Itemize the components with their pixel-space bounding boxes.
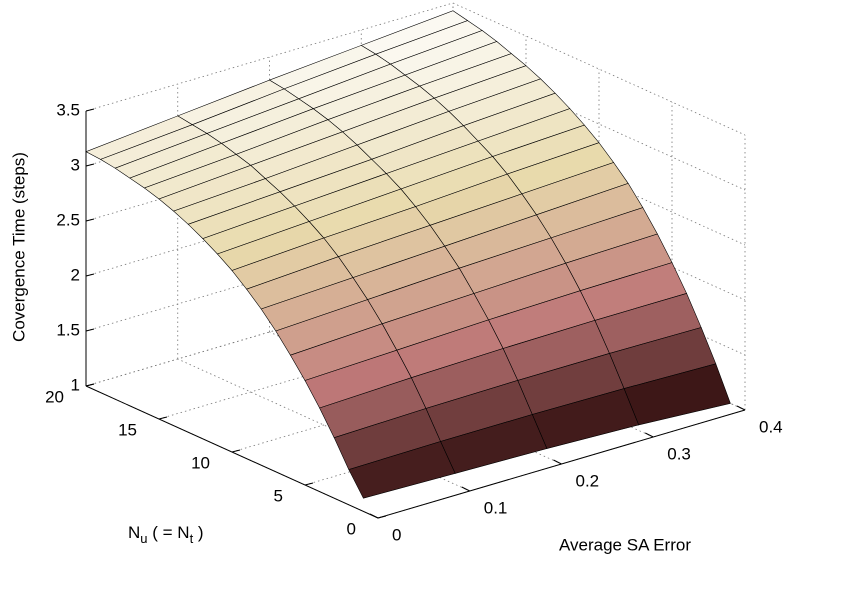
z-tick-label: 3 <box>71 155 80 174</box>
y-tick-label: 20 <box>45 387 64 406</box>
y-tick-label: 5 <box>274 486 283 505</box>
y-tick-label: 15 <box>118 420 137 439</box>
y-tick <box>304 482 314 486</box>
grid-line <box>85 167 454 277</box>
z-tick-label: 1.5 <box>56 320 80 339</box>
z-axis-label: Covergence Time (steps) <box>9 152 28 342</box>
z-tick <box>85 108 95 112</box>
x-tick <box>645 432 654 438</box>
y-tick-label: 0 <box>347 519 356 538</box>
z-tick-label: 3.5 <box>56 100 80 119</box>
x-tick-label: 0.3 <box>667 444 691 463</box>
x-tick <box>553 459 562 465</box>
x-tick <box>736 405 746 411</box>
grid-line <box>85 222 454 332</box>
x-tick <box>369 513 379 519</box>
grid-line <box>85 2 454 112</box>
y-tick <box>231 449 241 453</box>
z-tick <box>85 163 95 167</box>
grid-line <box>231 343 600 453</box>
x-tick-label: 0.2 <box>576 471 600 490</box>
z-tick-label: 1 <box>71 375 80 394</box>
y-axis-label-part: ) <box>193 523 203 542</box>
y-axis-label: Nu ( = Nt ) <box>128 523 204 546</box>
grid-line <box>85 277 454 387</box>
x-axis-label: Average SA Error <box>559 535 691 554</box>
surface-patch <box>348 441 456 499</box>
z-tick <box>85 273 95 277</box>
y-tick-label: 10 <box>191 453 210 472</box>
y-axis-label-part: u <box>140 531 147 546</box>
x-tick-label: 0.4 <box>759 417 783 436</box>
z-tick-label: 2.5 <box>56 210 80 229</box>
z-tick <box>85 218 95 222</box>
y-tick <box>158 416 168 420</box>
x-tick-label: 0.1 <box>484 498 508 517</box>
y-tick <box>85 383 95 387</box>
y-tick <box>377 515 387 519</box>
y-axis-label-part: ( = N <box>148 523 190 542</box>
x-tick <box>461 486 470 492</box>
z-tick <box>85 328 95 332</box>
y-axis-label-part: t <box>190 531 194 546</box>
y-axis-label-part: N <box>128 523 140 542</box>
grid-line <box>85 112 454 222</box>
x-tick-label: 0 <box>392 525 401 544</box>
grid-line <box>158 310 527 420</box>
z-tick-label: 2 <box>71 265 80 284</box>
